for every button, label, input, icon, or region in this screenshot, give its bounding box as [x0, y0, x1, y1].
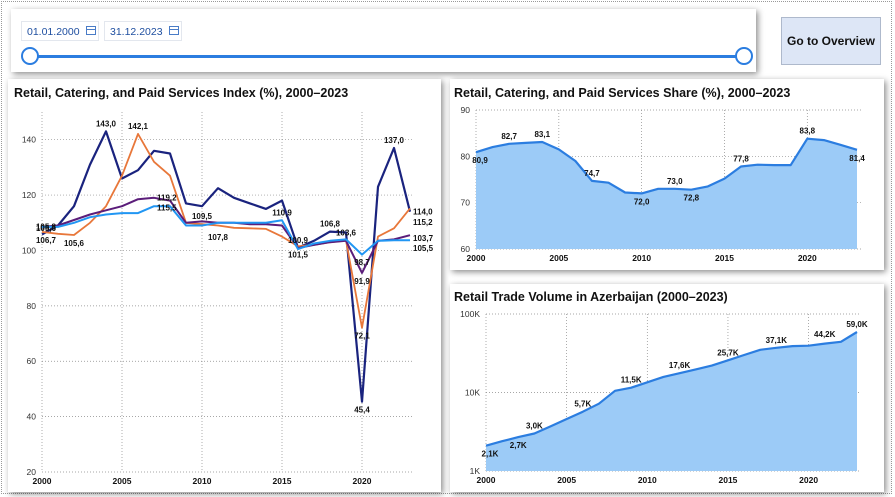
data-label: 105,6 — [36, 224, 57, 233]
data-label: 82,7 — [501, 132, 517, 141]
start-date-input[interactable]: 01.01.2000 — [21, 21, 99, 41]
y-tick-label: 100 — [22, 245, 36, 255]
data-label: 91,9 — [354, 277, 370, 286]
data-label: 98,7 — [354, 258, 370, 267]
y-tick-label: 120 — [22, 190, 36, 200]
y-tick-label: 1K — [470, 466, 481, 476]
range-start-handle[interactable] — [21, 47, 39, 65]
date-range-track[interactable] — [30, 55, 744, 58]
x-tick-label: 2015 — [718, 475, 737, 485]
y-tick-label: 90 — [461, 105, 471, 115]
x-tick-label: 2010 — [638, 475, 657, 485]
data-label: 109,5 — [192, 212, 213, 221]
data-label: 45,4 — [354, 406, 370, 415]
data-label: 59,0K — [846, 320, 868, 329]
data-label: 101,5 — [288, 250, 309, 259]
x-tick-label: 2005 — [549, 253, 568, 263]
series-line-1 — [41, 130, 412, 403]
x-tick-label: 2000 — [467, 253, 486, 263]
data-label: 72,8 — [684, 194, 700, 203]
data-label: 105,5 — [413, 244, 434, 253]
area-line — [475, 137, 858, 195]
y-tick-label: 40 — [27, 412, 37, 422]
data-label: 100,9 — [288, 236, 309, 245]
x-tick-label: 2000 — [33, 476, 52, 486]
x-tick-label: 2010 — [193, 476, 212, 486]
x-tick-label: 2020 — [353, 476, 372, 486]
data-label: 37,1K — [766, 336, 788, 345]
data-label: 107,8 — [208, 233, 229, 242]
data-label: 115,2 — [413, 218, 433, 227]
calendar-icon[interactable] — [169, 26, 179, 35]
share-chart-title: Retail, Catering, and Paid Services Shar… — [454, 86, 791, 100]
data-label: 142,1 — [128, 122, 149, 131]
range-end-handle[interactable] — [735, 47, 753, 65]
y-tick-label: 80 — [461, 151, 471, 161]
series-line-2 — [41, 133, 411, 329]
data-label: 44,2K — [814, 330, 836, 339]
end-date-input[interactable]: 31.12.2023 — [104, 21, 182, 41]
y-tick-label: 60 — [27, 356, 37, 366]
data-label: 74,7 — [584, 169, 600, 178]
data-label: 11,5K — [621, 376, 642, 385]
y-tick-label: 10K — [465, 388, 480, 398]
x-tick-label: 2000 — [477, 475, 496, 485]
y-tick-label: 20 — [27, 467, 37, 477]
data-label: 103,6 — [336, 228, 357, 237]
data-label: 105,8 — [36, 222, 57, 231]
index-chart-title: Retail, Catering, and Paid Services Inde… — [14, 86, 349, 100]
data-label: 17,6K — [669, 361, 691, 370]
x-tick-label: 2010 — [632, 253, 651, 263]
start-date-value: 01.01.2000 — [27, 26, 80, 38]
data-label: 81,4 — [849, 154, 865, 163]
data-label: 2,1K — [482, 450, 499, 459]
data-label: 3,0K — [526, 422, 543, 431]
go-to-overview-button[interactable]: Go to Overview — [781, 17, 881, 65]
x-tick-label: 2015 — [715, 253, 734, 263]
y-tick-label: 100K — [460, 309, 480, 319]
area-fill — [486, 332, 857, 471]
x-tick-label: 2020 — [799, 475, 818, 485]
data-label: 110,9 — [272, 208, 292, 217]
y-tick-label: 80 — [27, 301, 37, 311]
x-tick-label: 2020 — [798, 253, 817, 263]
data-label: 105,6 — [64, 239, 85, 248]
y-tick-label: 140 — [22, 135, 36, 145]
series-line-4 — [42, 205, 410, 256]
data-label: 83,8 — [800, 127, 816, 136]
y-tick-label: 60 — [461, 244, 471, 254]
data-label: 25,7K — [717, 348, 739, 357]
x-tick-label: 2005 — [113, 476, 132, 486]
area-line — [485, 331, 858, 447]
y-tick-label: 70 — [461, 198, 471, 208]
x-tick-label: 2015 — [273, 476, 292, 486]
area-fill — [476, 138, 857, 249]
data-label: 106,7 — [36, 236, 57, 245]
data-label: 80,9 — [472, 156, 488, 165]
x-tick-label: 2005 — [557, 475, 576, 485]
volume-chart-title: Retail Trade Volume in Azerbaijan (2000–… — [454, 290, 728, 304]
data-label: 103,7 — [413, 234, 434, 243]
data-label: 2,7K — [510, 441, 527, 450]
data-label: 114,0 — [413, 208, 433, 217]
data-label: 137,0 — [384, 136, 405, 145]
data-label: 72,1 — [354, 332, 370, 341]
end-date-value: 31.12.2023 — [110, 26, 163, 38]
data-label: 5,7K — [574, 400, 591, 409]
calendar-icon[interactable] — [86, 26, 96, 35]
data-label: 77,8 — [733, 155, 749, 164]
data-label: 73,0 — [667, 177, 683, 186]
data-label: 143,0 — [96, 119, 117, 128]
data-label: 106,8 — [320, 220, 341, 229]
data-label: 119,2 — [157, 193, 177, 202]
data-label: 115,5 — [157, 204, 177, 213]
data-label: 72,0 — [634, 197, 650, 206]
data-label: 83,1 — [534, 130, 550, 139]
